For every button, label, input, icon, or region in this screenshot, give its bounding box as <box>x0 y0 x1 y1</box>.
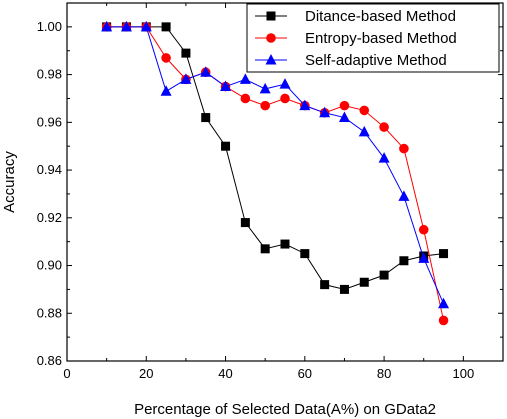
legend-entry: Self-adaptive Method <box>255 52 447 69</box>
legend-marker <box>265 54 277 65</box>
data-point <box>180 73 192 84</box>
tick-labels: 0 20 40 60 80 100 0.86 0.88 0.90 0.92 0.94 0.96 0.98… <box>37 19 475 381</box>
data-point <box>299 99 311 111</box>
data-point <box>280 93 290 104</box>
data-point <box>220 80 232 92</box>
series-line <box>106 26 445 321</box>
data-point <box>259 82 271 94</box>
data-point <box>221 141 231 151</box>
data-point <box>439 249 449 259</box>
y-tick-label: 0.94 <box>37 162 62 177</box>
data-point <box>201 113 211 123</box>
data-point <box>300 249 310 259</box>
data-point <box>101 20 113 32</box>
x-tick-label: 100 <box>453 366 475 381</box>
data-point <box>359 277 369 287</box>
data-point <box>239 73 251 84</box>
x-tick-label: 40 <box>218 366 232 381</box>
legend-label: Entropy-based Method <box>305 30 457 47</box>
data-point <box>260 100 270 111</box>
data-point <box>161 53 171 63</box>
series-layer <box>101 20 450 326</box>
legend-box <box>246 3 500 73</box>
data-point <box>260 244 270 254</box>
data-point <box>358 125 370 137</box>
data-point <box>398 190 410 201</box>
series-3 <box>101 20 450 309</box>
y-tick-label: 0.92 <box>37 210 62 225</box>
y-tick-label: 0.96 <box>37 114 62 129</box>
y-tick-label: 0.90 <box>37 258 62 273</box>
data-point <box>120 20 132 32</box>
legend-marker <box>266 33 276 43</box>
data-point <box>280 239 290 249</box>
y-axis-label: Accuracy <box>1 151 18 213</box>
series-line <box>106 26 445 304</box>
data-point <box>319 106 331 118</box>
legend-label: Ditance-based Method <box>305 8 456 25</box>
y-tick-label: 0.88 <box>37 305 62 320</box>
data-point <box>399 143 409 154</box>
data-point <box>379 270 389 280</box>
data-point <box>339 284 349 294</box>
x-tick-label: 80 <box>377 366 391 381</box>
data-point <box>240 93 251 104</box>
data-point <box>418 252 430 263</box>
data-point <box>359 105 370 116</box>
data-point <box>160 85 172 96</box>
plot-frame <box>66 2 504 362</box>
data-point <box>438 315 449 326</box>
data-point <box>418 224 429 235</box>
y-tick-label: 0.86 <box>37 353 62 368</box>
legend: Ditance-based Method Entropy-based Method… <box>246 3 500 73</box>
legend-entry: Ditance-based Method <box>255 8 456 25</box>
x-tick-label: 0 <box>63 366 70 381</box>
data-point <box>181 48 191 58</box>
data-point <box>399 256 409 266</box>
data-point <box>279 78 291 89</box>
data-point <box>161 22 171 32</box>
legend-entry: Entropy-based Method <box>255 30 457 47</box>
y-tick-label: 0.98 <box>37 67 62 82</box>
data-point <box>438 297 450 309</box>
data-point <box>240 218 250 228</box>
data-point <box>339 100 350 111</box>
data-point <box>320 280 330 290</box>
legend-marker <box>266 11 276 21</box>
data-point <box>200 66 212 77</box>
x-axis-label: Percentage of Selected Data(A%) on GData… <box>134 401 436 418</box>
legend-label: Self-adaptive Method <box>305 52 447 69</box>
data-point <box>338 111 350 123</box>
data-point <box>140 20 152 32</box>
y-tick-label: 1.00 <box>37 19 62 34</box>
data-point <box>379 122 389 132</box>
x-tick-label: 20 <box>139 366 153 381</box>
x-tick-label: 60 <box>298 366 312 381</box>
data-point <box>378 152 390 163</box>
